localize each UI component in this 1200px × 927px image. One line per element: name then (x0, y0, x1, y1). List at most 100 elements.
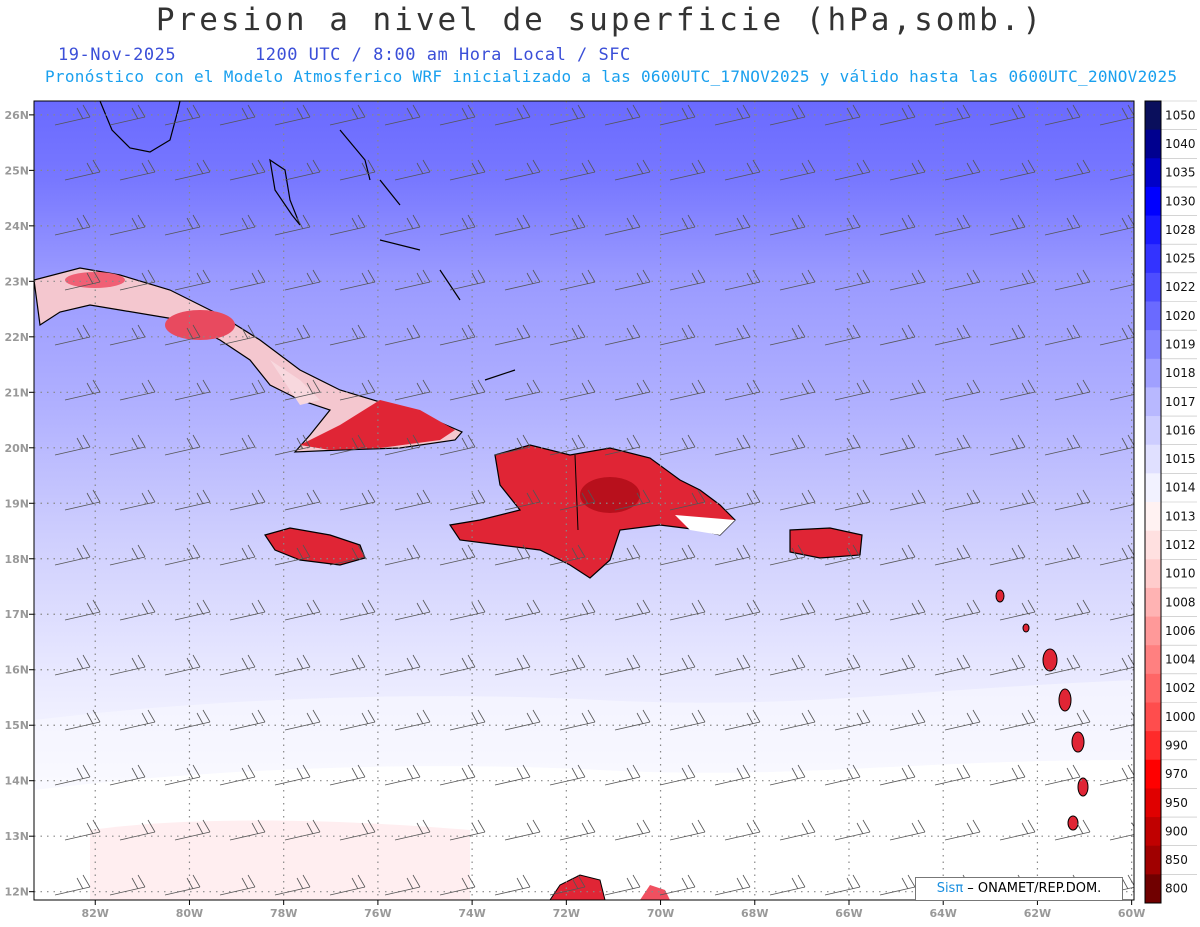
wind-barb (944, 159, 981, 181)
wind-barb (769, 654, 806, 676)
colorbar-label: 1010 (1165, 567, 1196, 581)
wind-barb (1054, 159, 1091, 181)
wind-barb (439, 104, 476, 126)
colorbar-swatch (1145, 874, 1161, 904)
wind-barb (834, 599, 871, 621)
wind-barb (174, 819, 211, 841)
wind-barb (834, 379, 871, 401)
wind-barb (164, 214, 201, 236)
wind-barb (1044, 434, 1081, 456)
lon-label: 78W (270, 907, 297, 920)
wind-barbs (54, 104, 1134, 896)
wind-barb (779, 159, 816, 181)
wind-barb (1109, 382, 1134, 401)
wind-barb (494, 324, 531, 346)
wind-barb (999, 269, 1036, 291)
wind-barb (329, 544, 366, 566)
low-pressure-band (90, 820, 470, 900)
wind-barb (999, 159, 1036, 181)
wind-barb (999, 599, 1036, 621)
forecast-date: 19-Nov-2025 (58, 45, 177, 65)
colorbar-label: 1015 (1165, 452, 1196, 466)
wind-barb (604, 434, 641, 456)
wind-barb (119, 709, 156, 731)
wind-barb (1109, 712, 1134, 731)
wind-barb (439, 654, 476, 676)
wind-barb (714, 434, 751, 456)
wind-barb (549, 104, 586, 126)
colorbar-label: 1028 (1165, 223, 1196, 237)
wind-barb (1054, 709, 1091, 731)
wind-barb (934, 214, 971, 236)
lon-label: 70W (647, 907, 674, 920)
colorbar-swatch (1145, 186, 1161, 217)
wind-barb (164, 324, 201, 346)
wind-barb (504, 269, 541, 291)
colorbar-label: 800 (1165, 882, 1188, 896)
wind-barb (494, 434, 531, 456)
lon-label: 74W (458, 907, 485, 920)
colorbar-swatch (1145, 673, 1161, 703)
wind-barb (284, 709, 321, 731)
wind-barb (449, 489, 486, 511)
wind-barb (549, 324, 586, 346)
wind-barb (614, 379, 651, 401)
wind-barb (329, 434, 366, 456)
wind-barb (449, 159, 486, 181)
lat-label: 24N (4, 220, 29, 233)
colorbar-swatch (1145, 158, 1161, 188)
lon-label: 68W (741, 907, 768, 920)
wind-barb (779, 379, 816, 401)
wind-barb (439, 214, 476, 236)
wind-barb (834, 269, 871, 291)
wind-barb (889, 489, 926, 511)
colorbar-label: 1000 (1165, 710, 1196, 724)
colorbar-label: 1012 (1165, 538, 1196, 552)
wind-barb (504, 489, 541, 511)
wind-barb (494, 764, 531, 786)
wind-barb (879, 434, 916, 456)
wind-barb (989, 764, 1026, 786)
colorbar-swatch (1145, 845, 1161, 875)
wind-barb (944, 599, 981, 621)
colorbar-label: 850 (1165, 853, 1188, 867)
wind-barb (339, 269, 376, 291)
lat-label: 14N (4, 775, 29, 788)
wind-barb (494, 654, 531, 676)
wind-barb (64, 489, 101, 511)
wind-barb (384, 874, 421, 896)
wind-barb (449, 709, 486, 731)
colorbar-swatch (1145, 731, 1161, 761)
colorbar-swatch (1145, 416, 1161, 446)
wind-barb (604, 874, 641, 896)
wind-barb (824, 764, 861, 786)
wind-barb (714, 544, 751, 566)
wind-barb (109, 434, 146, 456)
lat-label: 23N (4, 275, 29, 288)
wind-barb (329, 104, 366, 126)
wind-barb (109, 324, 146, 346)
model-info: Pronóstico con el Modelo Atmosferico WRF… (45, 67, 1178, 86)
wind-barb (439, 874, 476, 896)
colorbar-swatch (1145, 129, 1161, 159)
wind-barb (1044, 324, 1081, 346)
wind-barb (219, 544, 256, 566)
wind-barb (824, 874, 861, 896)
wind-barb (439, 434, 476, 456)
wind-barb (164, 434, 201, 456)
wind-barb (944, 709, 981, 731)
sistemas-brand: Sisπ (936, 881, 964, 896)
map-title: Presion a nivel de superficie (hPa,somb.… (155, 2, 1045, 38)
wind-barb (1054, 489, 1091, 511)
wind-barb (779, 269, 816, 291)
graticule (34, 101, 1134, 900)
colorbar-label: 1019 (1165, 337, 1196, 351)
wind-barb (559, 709, 596, 731)
wind-barb (229, 269, 266, 291)
wind-barb (659, 104, 696, 126)
wind-barb (164, 544, 201, 566)
wind-barb (504, 599, 541, 621)
wind-barb (1109, 162, 1134, 181)
colorbar-swatch (1145, 301, 1161, 331)
wind-barb (879, 764, 916, 786)
